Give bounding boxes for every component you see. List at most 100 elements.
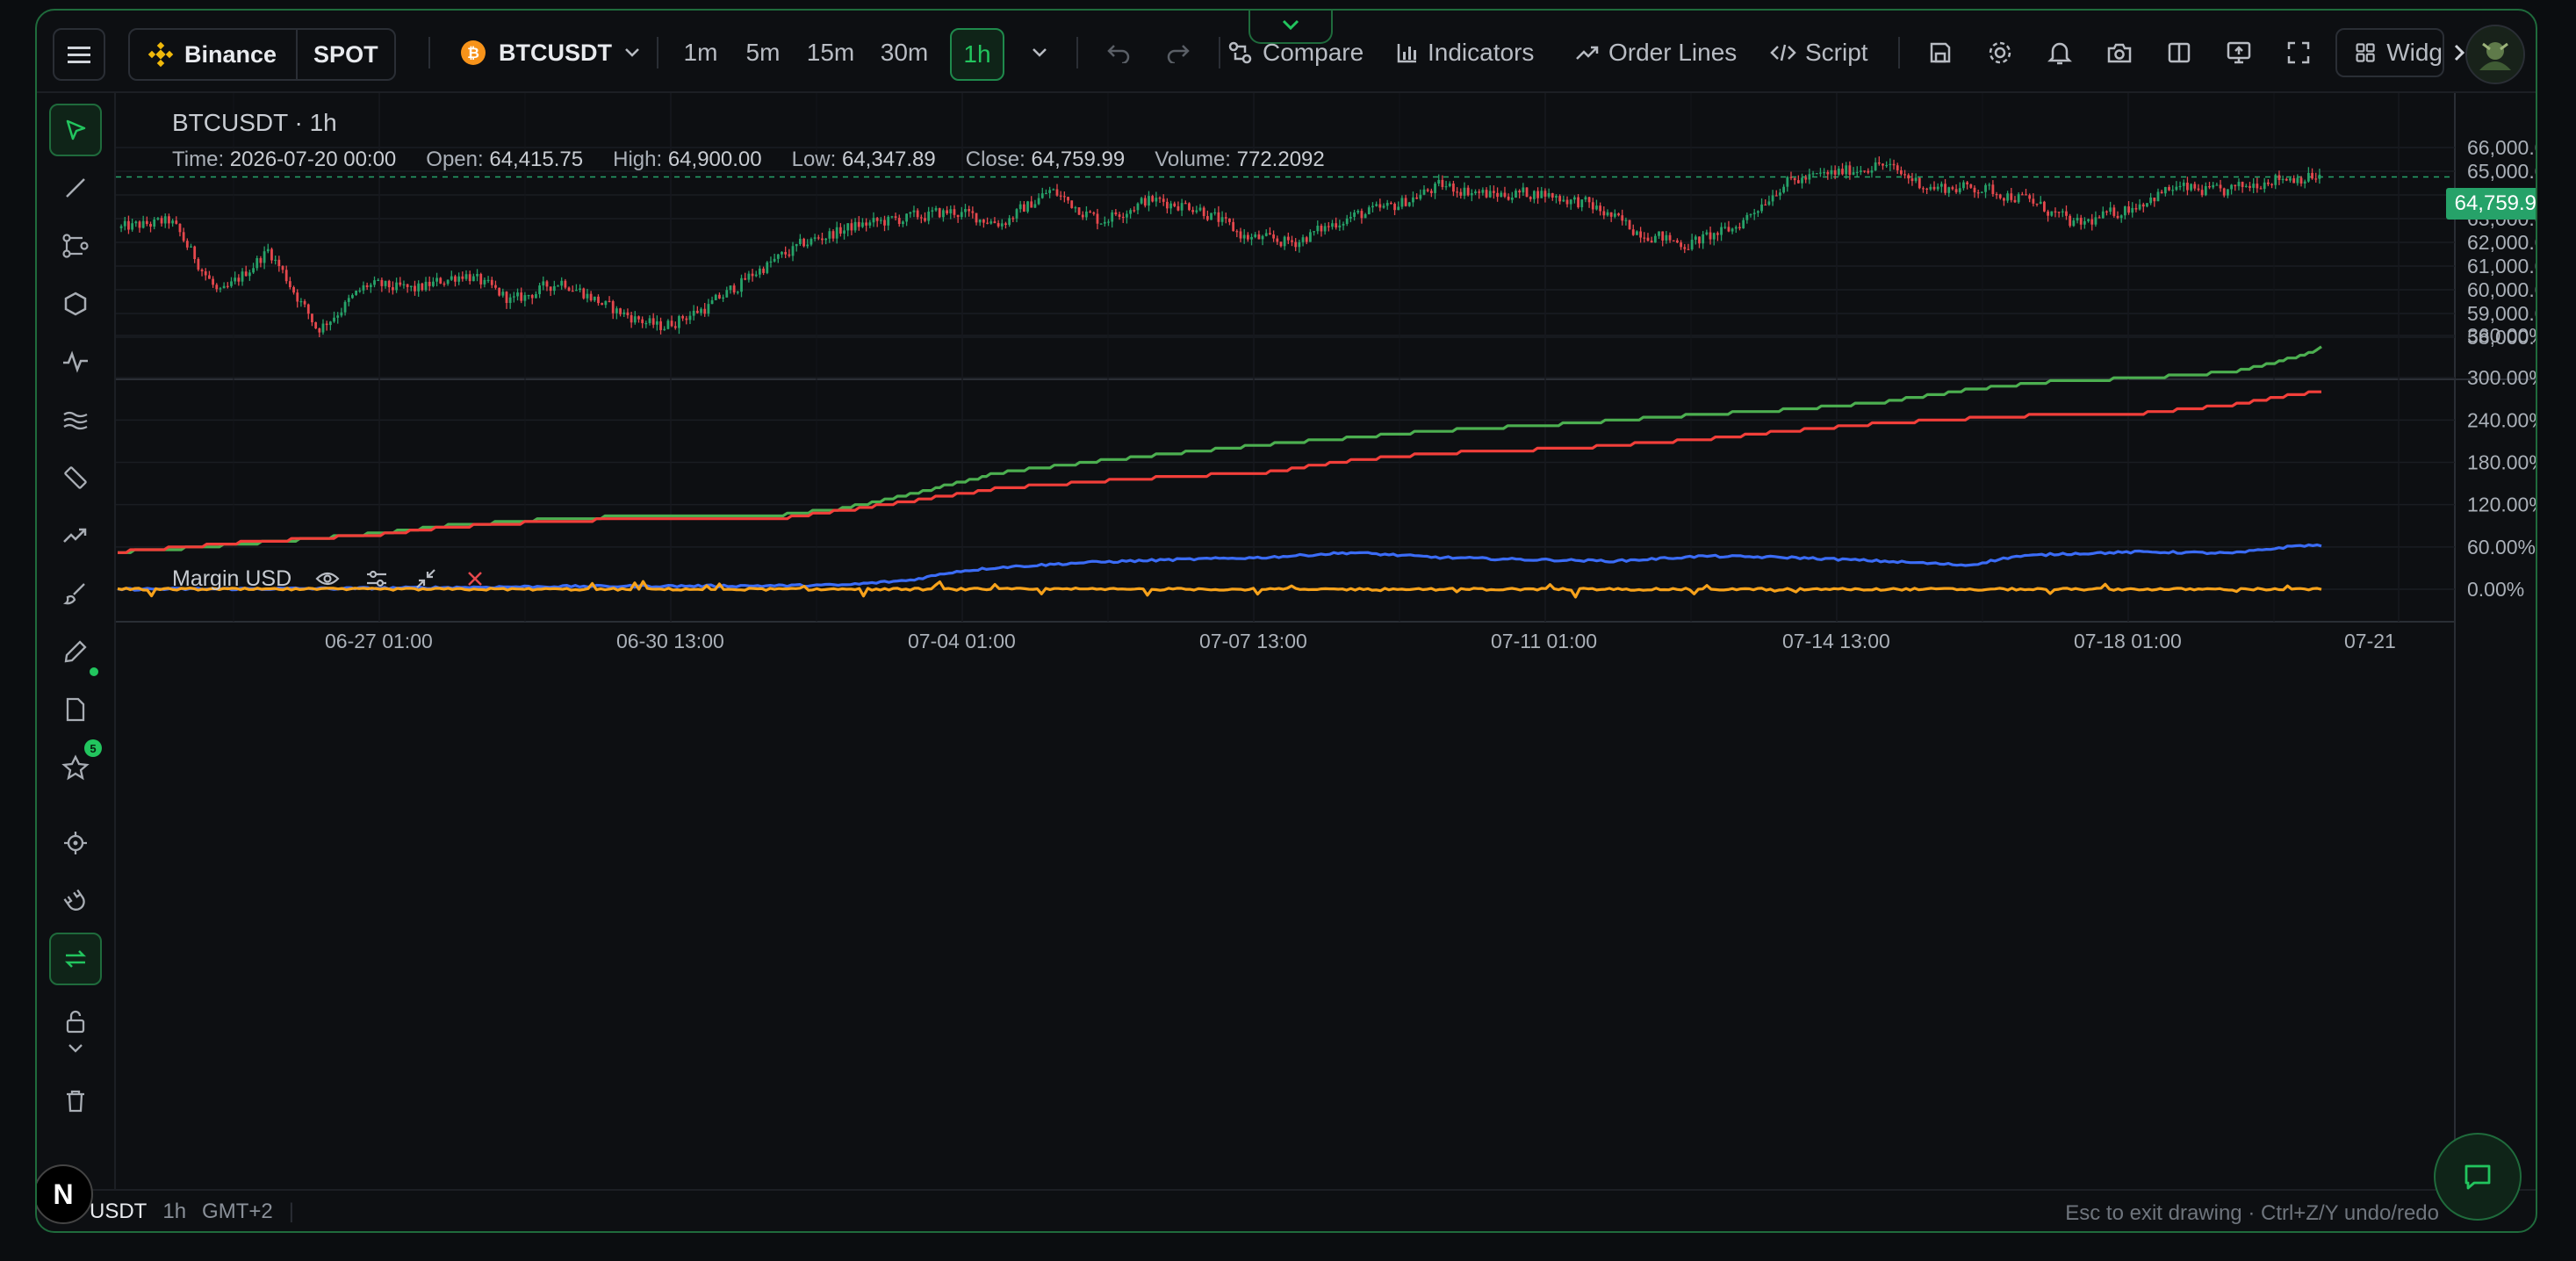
candle-body <box>263 251 266 263</box>
down-candle <box>1272 230 1276 242</box>
alerts-button[interactable] <box>2040 33 2079 72</box>
down-candle <box>1529 196 1532 202</box>
shape-tool[interactable] <box>49 277 102 330</box>
order-lines-button[interactable]: Order Lines <box>1575 28 1737 77</box>
candle-body <box>508 297 512 303</box>
candle-body <box>314 322 318 328</box>
indicators-button[interactable]: Indicators <box>1396 28 1534 77</box>
candle-body <box>270 249 273 261</box>
down-candle <box>1680 240 1682 250</box>
layout-button[interactable] <box>2160 33 2198 72</box>
sync-drawings-tool[interactable] <box>49 933 102 985</box>
collapse-toolbar-button[interactable] <box>1248 11 1333 44</box>
chart-canvas[interactable]: 66,000.0065,000.0064,000.0063,000.0062,0… <box>116 93 2536 1191</box>
pattern-tool[interactable] <box>49 335 102 388</box>
candle-body <box>560 280 564 286</box>
candle-body <box>2013 199 2017 203</box>
delete-drawings-tool[interactable] <box>49 1075 102 1128</box>
up-candle <box>2303 179 2306 189</box>
screen-share-button[interactable] <box>2220 33 2258 72</box>
candle-body <box>219 288 222 290</box>
forecast-tool[interactable] <box>49 509 102 562</box>
indicator-settings-button[interactable] <box>363 566 390 592</box>
menu-button[interactable] <box>53 28 105 81</box>
timeframe-1h[interactable]: 1h <box>950 28 1004 81</box>
candle-body <box>1577 197 1579 208</box>
down-candle <box>1173 201 1176 208</box>
brush-tool[interactable] <box>49 567 102 620</box>
n-logo-icon[interactable]: N <box>37 1164 93 1224</box>
candle-body <box>328 321 332 326</box>
candle-body <box>443 283 446 285</box>
fullscreen-button[interactable] <box>2279 33 2318 72</box>
timeframe-30m[interactable]: 30m <box>880 39 929 66</box>
up-candle <box>1180 198 1184 217</box>
exchange-button[interactable]: Binance <box>130 30 299 79</box>
indicator-visibility-button[interactable] <box>314 566 341 592</box>
candle-body <box>512 296 515 298</box>
up-candle <box>1331 220 1334 230</box>
up-candle <box>1874 157 1877 171</box>
candle-body <box>1276 238 1279 242</box>
compare-button[interactable]: Compare <box>1227 28 1364 77</box>
timeframe-more-button[interactable] <box>1020 28 1059 77</box>
down-candle <box>831 229 835 242</box>
chart-area[interactable]: 66,000.0065,000.0064,000.0063,000.0062,0… <box>116 93 2536 1191</box>
up-candle <box>2087 218 2090 223</box>
redo-button[interactable] <box>1159 33 1198 72</box>
candle-body <box>464 274 468 279</box>
up-candle <box>853 218 857 233</box>
candle-body <box>1298 241 1301 248</box>
crosshair-tool[interactable] <box>49 817 102 869</box>
down-candle <box>1092 211 1096 216</box>
up-candle <box>2171 185 2175 196</box>
save-layout-button[interactable] <box>1921 33 1960 72</box>
indicator-remove-button[interactable] <box>462 566 488 592</box>
pen-tool[interactable] <box>49 625 102 678</box>
trendline-tool[interactable] <box>49 162 102 214</box>
magnet-tool[interactable] <box>49 875 102 927</box>
fib-tool[interactable] <box>49 393 102 446</box>
sidebar-expand-button[interactable] <box>49 1033 102 1064</box>
market-type-label[interactable]: SPOT <box>313 40 378 68</box>
chat-button[interactable] <box>2434 1133 2522 1221</box>
up-candle <box>1283 235 1286 250</box>
timeframe-1m[interactable]: 1m <box>683 39 718 66</box>
cursor-tool[interactable] <box>49 104 102 156</box>
path-tool[interactable] <box>49 220 102 272</box>
snapshot-button[interactable] <box>2100 33 2139 72</box>
down-candle <box>1525 187 1529 198</box>
down-candle <box>732 283 736 295</box>
script-button[interactable]: Script <box>1770 28 1868 77</box>
timeframe-5m[interactable]: 5m <box>745 39 781 66</box>
candle-body <box>1210 213 1212 220</box>
exchange-selector[interactable]: Binance SPOT <box>128 28 396 81</box>
candle-body <box>1801 177 1803 184</box>
candle-body <box>1356 211 1360 213</box>
status-timezone[interactable]: GMT+2 <box>202 1200 273 1223</box>
candle-body <box>2043 201 2046 212</box>
up-candle <box>1412 191 1414 207</box>
up-candle <box>813 234 817 241</box>
candle-body <box>1892 163 1896 166</box>
timeframe-15m[interactable]: 15m <box>806 39 855 66</box>
undo-button[interactable] <box>1099 33 1138 72</box>
candle-body <box>975 213 978 223</box>
settings-button[interactable] <box>1981 33 2019 72</box>
widgets-button[interactable]: Widg <box>2335 28 2444 77</box>
down-candle <box>1925 187 1929 194</box>
note-tool[interactable] <box>49 683 102 736</box>
candle-body <box>589 293 593 301</box>
toolbar-scroll-right-button[interactable] <box>2446 33 2472 72</box>
candle-body <box>1789 177 1793 178</box>
user-avatar[interactable] <box>2465 25 2525 84</box>
down-candle <box>997 220 1000 228</box>
candle-body <box>1569 199 1572 205</box>
symbol-selector[interactable]: ₿ BTCUSDT <box>460 28 640 77</box>
down-candle <box>1973 185 1976 198</box>
lock-tool[interactable] <box>49 996 102 1048</box>
indicator-collapse-button[interactable] <box>413 566 439 592</box>
candle-body <box>2230 184 2233 190</box>
measure-tool[interactable] <box>49 451 102 504</box>
favorites-tool[interactable]: 5 <box>49 739 102 794</box>
